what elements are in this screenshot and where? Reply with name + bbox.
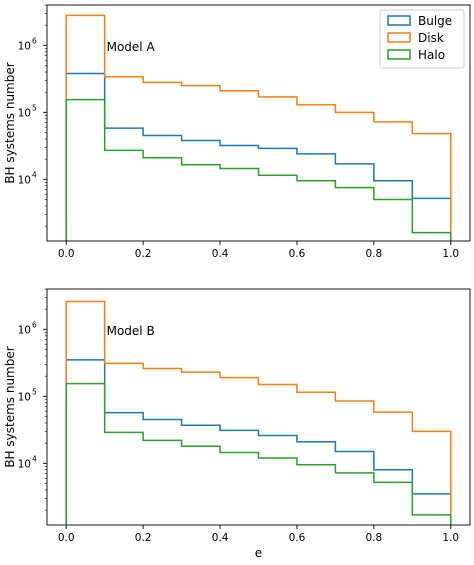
series-bulge-line — [65, 359, 452, 525]
y-tick-label: 10 — [18, 324, 31, 336]
y-tick-label: 10 — [18, 458, 31, 470]
model-annotation: Model B — [107, 324, 155, 338]
y-tick-exponent: 6 — [32, 320, 37, 329]
x-tick-label: 1.0 — [442, 532, 459, 544]
y-tick-label: 10 — [18, 40, 31, 52]
series-disk-line — [65, 300, 452, 525]
y-axis-label: BH systems number — [3, 62, 17, 183]
series-bulge-line — [65, 72, 452, 241]
y-axis-label: BH systems number — [3, 346, 17, 467]
legend-swatch-halo — [387, 49, 411, 60]
x-tick-label: 0.4 — [212, 532, 229, 544]
x-tick-label: 1.0 — [442, 248, 459, 260]
x-tick-label: 0.6 — [289, 532, 306, 544]
legend-label-halo: Halo — [418, 48, 445, 62]
model-annotation: Model A — [107, 40, 156, 54]
y-tick-exponent: 4 — [32, 170, 37, 179]
x-tick-label: 0.4 — [212, 248, 229, 260]
y-tick-exponent: 6 — [32, 36, 37, 45]
y-tick-label: 10 — [18, 174, 31, 186]
legend-swatch-disk — [387, 32, 411, 43]
y-tick-label: 10 — [18, 391, 31, 403]
y-tick-label: 10 — [18, 107, 31, 119]
x-axis-label: e — [255, 546, 262, 560]
x-tick-label: 0.0 — [58, 248, 75, 260]
legend-label-disk: Disk — [418, 31, 444, 45]
x-tick-label: 0.2 — [135, 248, 152, 260]
x-tick-label: 0.8 — [366, 532, 383, 544]
y-tick-exponent: 5 — [32, 103, 37, 112]
y-tick-exponent: 5 — [32, 387, 37, 396]
legend-label-bulge: Bulge — [418, 14, 452, 28]
legend-swatch-bulge — [387, 15, 411, 26]
x-tick-label: 0.8 — [366, 248, 383, 260]
series-halo-line — [65, 98, 452, 241]
series-disk-line — [65, 14, 452, 241]
series-halo-line — [65, 382, 452, 525]
x-tick-label: 0.2 — [135, 532, 152, 544]
x-tick-label: 0.6 — [289, 248, 306, 260]
y-tick-exponent: 4 — [32, 454, 37, 463]
x-tick-label: 0.0 — [58, 532, 75, 544]
legend: Bulge Disk Halo — [379, 9, 465, 69]
